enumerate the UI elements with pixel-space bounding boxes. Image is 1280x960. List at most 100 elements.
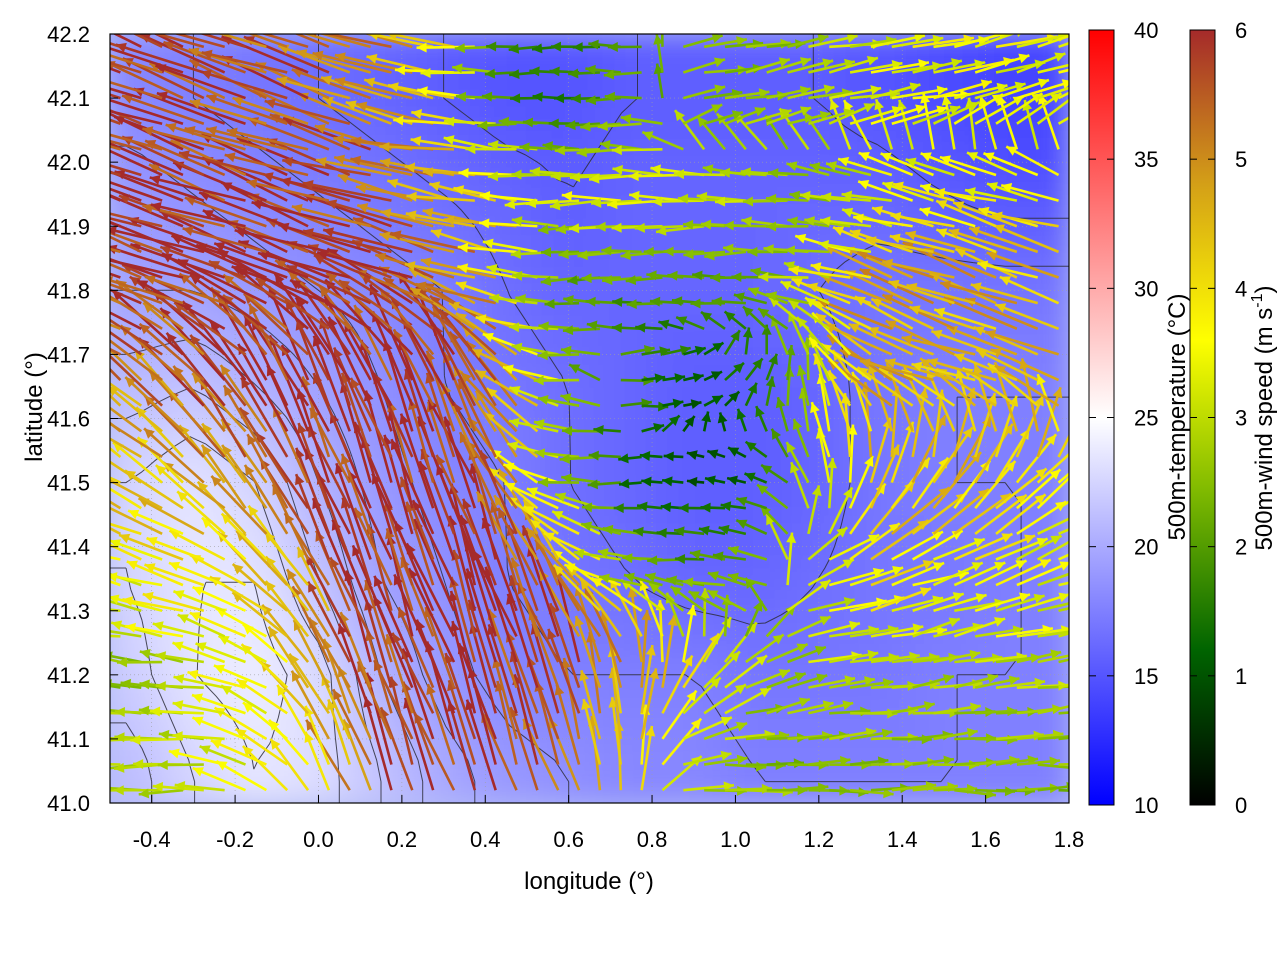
- wind-vector: [807, 558, 855, 587]
- y-tick-label: 41.6: [47, 407, 90, 432]
- wind-vector: [828, 55, 879, 74]
- wind-vector: [1058, 711, 1069, 715]
- wind-vector: [340, 453, 372, 535]
- wind-vector: [521, 525, 560, 612]
- wind-vector: [132, 34, 163, 48]
- wind-vector: [780, 280, 830, 305]
- wind-vector: [787, 615, 832, 638]
- y-tick-label: 41.0: [47, 791, 90, 816]
- wind-vector: [717, 412, 728, 432]
- wind-vector: [110, 80, 163, 100]
- wind-vector: [512, 270, 559, 281]
- wind-vector: [397, 606, 435, 689]
- heatmap-cell: [150, 577, 174, 612]
- plot-area: [109, 33, 1070, 804]
- wind-vector: [706, 449, 726, 459]
- wind-vector: [912, 674, 955, 689]
- heatmap-cell: [630, 417, 654, 452]
- wind-vector: [718, 524, 747, 536]
- heatmap-cell: [171, 673, 195, 708]
- wind-vector: [912, 58, 963, 74]
- wind-vector: [820, 192, 872, 203]
- wind-vector: [322, 227, 413, 254]
- wind-vector: [110, 164, 142, 177]
- heatmap-cell: [734, 609, 758, 644]
- wind-vector: [905, 157, 955, 177]
- wind-vector: [634, 222, 684, 233]
- heatmap-cell: [171, 385, 195, 420]
- wind-vector: [977, 260, 1039, 279]
- wind-vector: [457, 263, 517, 279]
- heatmap-cell: [651, 129, 674, 164]
- wind-vector: [465, 144, 517, 155]
- heatmap-cell: [963, 737, 987, 772]
- wind-vector: [110, 599, 142, 612]
- y-tick-label: 42.0: [47, 150, 90, 175]
- wind-vector: [683, 249, 726, 260]
- temperature-colorbar-tick-label: 35: [1134, 147, 1158, 172]
- wind-vector: [282, 156, 371, 177]
- wind-vector: [829, 649, 879, 664]
- heatmap-cell: [838, 481, 862, 516]
- heatmap-cell: [1047, 417, 1069, 452]
- wind-vector: [703, 394, 724, 407]
- wind-vector: [1016, 52, 1066, 74]
- heatmap-cell: [129, 673, 153, 708]
- heatmap-cell: [567, 65, 591, 100]
- wind-vector: [744, 357, 764, 381]
- wind-vector: [661, 414, 681, 433]
- heatmap-cell: [713, 417, 737, 452]
- temperature-colorbar-tick-label: 40: [1134, 18, 1158, 43]
- heatmap-cell: [129, 769, 153, 803]
- wind-vector: [110, 348, 143, 381]
- wind-vector: [891, 561, 945, 587]
- wind-vector: [682, 716, 733, 741]
- wind-vector: [289, 278, 372, 330]
- wind-vector: [379, 231, 455, 254]
- wind-vector: [653, 34, 664, 73]
- wind-vector: [110, 446, 122, 458]
- wind-vector: [554, 492, 601, 510]
- wind-vector: [144, 563, 205, 587]
- wind-vector: [168, 561, 226, 587]
- heatmap-cell: [546, 65, 570, 100]
- heatmap-cell: [671, 737, 695, 772]
- wind-vector: [475, 490, 518, 561]
- wind-vector: [574, 615, 602, 689]
- heatmap-cell: [630, 161, 654, 196]
- wind-vector: [829, 676, 876, 689]
- y-tick-label: 41.3: [47, 599, 90, 624]
- heatmap-cell: [1047, 289, 1069, 324]
- wind-vector: [700, 310, 726, 330]
- wind-vector: [603, 69, 642, 80]
- heatmap-cell: [400, 609, 424, 644]
- wind-vector: [110, 47, 184, 74]
- wind-vector: [1058, 632, 1069, 638]
- wind-vector: [911, 361, 976, 382]
- heatmap-cell: [505, 97, 528, 132]
- wind-vector: [318, 285, 372, 356]
- wind-vector: [841, 190, 892, 202]
- wind-vector: [547, 628, 581, 714]
- wind-vector: [892, 181, 955, 202]
- wind-vector: [994, 303, 1060, 330]
- heatmap-cell: [713, 481, 737, 516]
- wind-vector: [766, 57, 812, 74]
- heatmap-cell: [317, 97, 341, 132]
- heatmap-cell: [630, 34, 654, 68]
- wind-vector: [644, 572, 684, 587]
- wind-vector: [502, 462, 559, 484]
- wind-vector: [406, 191, 475, 202]
- y-tick-label: 41.9: [47, 214, 90, 239]
- wind-vector: [558, 249, 601, 260]
- heatmap-cell: [1047, 673, 1069, 708]
- wind-vector: [939, 280, 1018, 305]
- wind-vector: [948, 228, 1018, 254]
- wind-vector: [152, 621, 205, 638]
- heatmap-cell: [484, 193, 508, 228]
- heatmap-cell: [692, 737, 716, 772]
- wind-vector: [585, 95, 621, 106]
- wind-vector: [766, 291, 809, 305]
- wind-vector: [144, 139, 226, 177]
- heatmap-cell: [630, 545, 654, 580]
